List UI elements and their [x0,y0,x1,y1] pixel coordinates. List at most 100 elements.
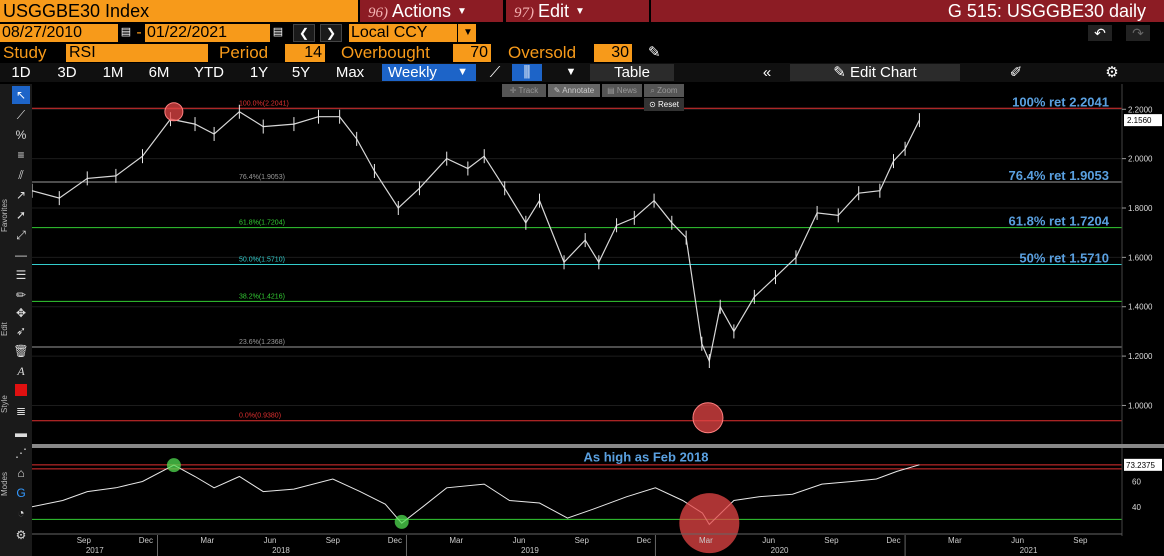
period-5y-button[interactable]: 5Y [291,64,311,81]
bar-chart-icon[interactable]: ⫼ [512,64,542,81]
pencil-icon[interactable]: ✎ [648,44,661,61]
highlight-circle [164,102,184,122]
x-month-label: Dec [637,536,651,545]
drawing-tools-sidebar: Favorites Edit Style Modes ↖ ⟋ % ≡ ⫽ ↗ ➚… [0,84,32,556]
line-style-icon[interactable]: ▬ [15,426,27,440]
last-price-tag [1124,114,1162,127]
x-year-label: 2021 [1020,546,1038,555]
edit-chart-button[interactable]: ✎ Edit Chart [790,64,960,81]
track-button[interactable]: ✛ Track [502,84,546,97]
reset-button[interactable]: ⊙ Reset [644,98,684,111]
parallel-lines-icon[interactable]: ☰ [15,268,27,282]
prev-period-button[interactable]: ❮ [293,24,315,42]
line-chart-icon[interactable]: ⟋ [489,64,501,81]
gear-icon[interactable]: ⚙ [15,528,27,542]
currency-select[interactable]: Local CCY [349,24,457,42]
edit-shortcut: 97) [514,5,534,21]
cursor-plus-icon[interactable]: ➶ [15,324,27,338]
undo-icon[interactable]: ↶ [1088,25,1112,41]
rsi-highlight-circle [166,458,181,473]
arrow-line-icon[interactable]: ➚ [15,208,27,222]
magnet-icon[interactable]: ⌂ [17,466,25,480]
x-month-label: Jun [264,536,277,545]
x-month-label: Jun [1011,536,1024,545]
text-icon[interactable]: A [17,364,25,378]
chart-canvas[interactable]: 100.0%(2.2041) 100% ret 2.2041 76.4%(1.905… [31,84,1164,556]
ticker-field[interactable]: USGGBE30 Index [0,0,358,22]
line-weight-icon[interactable]: ≣ [15,404,27,418]
period-ytd-button[interactable]: YTD [194,64,224,81]
period-max-button[interactable]: Max [335,64,365,81]
study-select[interactable]: RSI [66,44,208,62]
price-y-tick-label: 1.8000 [1128,204,1153,213]
period-1d-button[interactable]: 1D [11,64,31,81]
overbought-label: Overbought [341,43,430,62]
extended-line-icon[interactable]: ⤢ [16,228,26,242]
move-icon[interactable]: ✥ [15,306,27,320]
annotate-button[interactable]: ✎ Annotate [548,84,600,97]
zoom-label: Zoom [657,86,678,95]
fibonacci-icon[interactable]: ≡ [17,148,25,162]
last-rsi-tag [1124,458,1162,471]
annotate-label: Annotate [562,86,595,95]
price-y-tick-label: 1.4000 [1128,303,1153,312]
period-3d-button[interactable]: 3D [57,64,77,81]
overbought-input[interactable]: 70 [453,44,491,62]
fib-label: 38.2%(1.4216) [239,293,285,300]
color-swatch-icon[interactable] [12,382,30,400]
gear-icon[interactable]: ⚙ [1105,64,1119,81]
trash-icon[interactable]: 🗑 [13,344,29,358]
news-button[interactable]: ▤ News [602,84,642,97]
chevron-down-icon[interactable]: ▼ [565,66,577,78]
period-6m-button[interactable]: 6M [148,64,170,81]
chart-area[interactable]: 100.0%(2.2041) 100% ret 2.2041 76.4%(1.905… [31,84,1164,556]
next-period-button[interactable]: ❯ [320,24,342,42]
frequency-select[interactable]: Weekly ▼ [382,64,476,81]
chevron-down-icon: ▼ [457,66,468,78]
x-month-label: Mar [200,536,214,545]
period-1y-button[interactable]: 1Y [249,64,269,81]
palette-icon[interactable]: ◔ [17,506,25,520]
table-button[interactable]: Table [590,64,674,81]
pointer-icon[interactable]: ↖ [12,86,30,104]
redo-icon[interactable]: ↷ [1126,25,1150,41]
mode-g-icon[interactable]: G [16,486,26,500]
chart-toolbar: 1D 3D 1M 6M YTD 1Y 5Y Max Weekly ▼ ⟋ ⫼ ▼ … [0,63,1164,82]
x-month-label: Dec [388,536,402,545]
fib-annotation: 61.8% ret 1.7204 [1009,214,1110,229]
channel-icon[interactable]: ⫽ [18,168,24,182]
edit-chart-label: Edit Chart [850,64,917,81]
x-month-label: Sep [1073,536,1088,545]
fib-label: 50.0%(1.5710) [239,257,285,264]
percent-icon[interactable]: % [15,128,27,142]
fib-annotation: 50% ret 1.5710 [1019,251,1109,266]
pen-icon[interactable]: ✏ [15,288,27,302]
zoom-button[interactable]: ⌕ Zoom [644,84,684,97]
period-input[interactable]: 14 [285,44,325,62]
edit-menu-button[interactable]: 97) Edit ▼ [506,0,649,22]
last-price-label: 2.1560 [1127,116,1152,125]
pencil-icon: ✎ [833,64,851,81]
horizontal-line-icon[interactable]: — [15,248,27,262]
chevron-down-icon: ▼ [575,6,585,17]
start-date-field[interactable]: 08/27/2010 [0,24,118,42]
chevron-down-icon[interactable]: ▼ [458,24,476,42]
period-1m-button[interactable]: 1M [102,64,124,81]
calendar-icon[interactable]: ▤ [272,26,284,38]
highlight-circle [692,402,724,434]
study-label: Study [3,43,47,62]
ray-icon[interactable]: ↗ [15,188,27,202]
calendar-icon[interactable]: ▤ [120,26,132,38]
dashed-line-icon[interactable]: ⋰ [15,446,27,460]
actions-menu-button[interactable]: 96) Actions ▼ [360,0,503,22]
price-y-tick-label: 2.0000 [1128,155,1153,164]
collapse-icon[interactable]: « [762,64,772,81]
end-date-field[interactable]: 01/22/2021 [145,24,270,42]
oversold-input[interactable]: 30 [594,44,632,62]
actions-shortcut: 96) [368,5,388,21]
x-month-label: Mar [449,536,463,545]
chevron-down-icon: ▼ [457,6,467,17]
chart-settings-icon[interactable]: ✐ [1009,64,1023,81]
rsi-highlight-circle [394,514,409,529]
trendline-icon[interactable]: ⟋ [16,108,26,122]
